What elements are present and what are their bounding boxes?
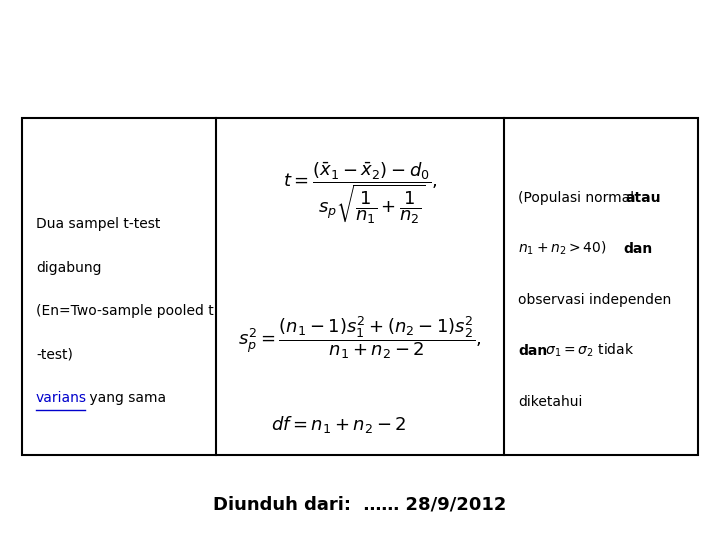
- Text: Diunduh dari:  …… 28/9/2012: Diunduh dari: …… 28/9/2012: [213, 496, 507, 514]
- Text: observasi independen: observasi independen: [518, 293, 672, 307]
- Text: atau: atau: [625, 191, 660, 205]
- Text: Dua sampel t-test: Dua sampel t-test: [36, 217, 161, 231]
- Text: dan: dan: [518, 344, 548, 357]
- Text: $t = \dfrac{(\bar{x}_1 - \bar{x}_2) - d_0}{s_p\sqrt{\dfrac{1}{n_1} + \dfrac{1}{n: $t = \dfrac{(\bar{x}_1 - \bar{x}_2) - d_…: [283, 161, 437, 226]
- Text: diketahui: diketahui: [518, 395, 582, 409]
- Text: digabung: digabung: [36, 261, 102, 274]
- Text: varians: varians: [36, 391, 87, 405]
- Text: (En=Two-sample pooled t: (En=Two-sample pooled t: [36, 304, 214, 318]
- Text: UJI  HIPOTESIS: UJI HIPOTESIS: [154, 22, 566, 70]
- Text: -test): -test): [36, 348, 73, 361]
- Text: $s_p^2 = \dfrac{(n_1-1)s_1^2 + (n_2-1)s_2^2}{n_1 + n_2 - 2},$: $s_p^2 = \dfrac{(n_1-1)s_1^2 + (n_2-1)s_…: [238, 314, 482, 361]
- Text: $df = n_1 + n_2 - 2$: $df = n_1 + n_2 - 2$: [271, 414, 406, 435]
- Text: $\sigma_1 = \sigma_2$ tidak: $\sigma_1 = \sigma_2$ tidak: [541, 342, 635, 360]
- Text: (Populasi normal: (Populasi normal: [518, 191, 639, 205]
- Text: dan: dan: [624, 242, 653, 255]
- Text: yang sama: yang sama: [85, 391, 166, 405]
- Text: $n_1 + n_2 > 40)$: $n_1 + n_2 > 40)$: [518, 240, 607, 258]
- FancyBboxPatch shape: [22, 118, 698, 455]
